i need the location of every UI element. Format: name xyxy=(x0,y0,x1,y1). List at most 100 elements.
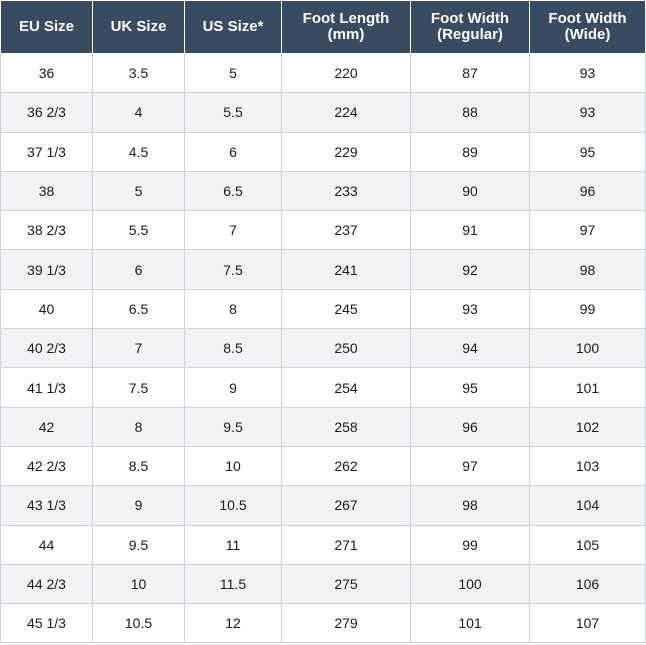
cell-us-size: 6 xyxy=(184,131,282,172)
table-header: EU Size UK Size US Size* Foot Length (mm)… xyxy=(0,0,646,54)
cell-uk-size: 5 xyxy=(92,170,185,212)
cell-eu-size: 45 1/3 xyxy=(0,603,93,644)
header-text: US Size* xyxy=(202,18,264,35)
table-row: 42 8 9.5 258 96 102 xyxy=(0,406,646,447)
header-subtext: (Regular) xyxy=(437,26,503,43)
table-row: 42 2/3 8.5 10 262 97 103 xyxy=(0,445,646,487)
table-row: 45 1/3 10.5 12 279 101 107 xyxy=(0,603,646,644)
cell-eu-size: 40 2/3 xyxy=(0,328,93,369)
cell-foot-width-regular: 100 xyxy=(410,563,530,605)
cell-foot-length: 241 xyxy=(281,249,411,290)
cell-us-size: 12 xyxy=(184,603,282,644)
table-row: 38 2/3 5.5 7 237 91 97 xyxy=(0,210,646,251)
cell-foot-width-wide: 107 xyxy=(529,603,646,644)
cell-eu-size: 36 2/3 xyxy=(0,92,93,133)
cell-foot-width-regular: 97 xyxy=(410,445,530,487)
header-text: Foot Width xyxy=(548,10,627,27)
cell-foot-width-regular: 98 xyxy=(410,485,530,526)
cell-foot-length: 267 xyxy=(281,485,411,526)
cell-uk-size: 4.5 xyxy=(92,131,185,172)
cell-uk-size: 9.5 xyxy=(92,524,185,565)
header-uk-size: UK Size xyxy=(92,0,185,54)
cell-uk-size: 6 xyxy=(92,249,185,290)
cell-foot-width-wide: 96 xyxy=(529,170,646,212)
cell-foot-width-wide: 102 xyxy=(529,406,646,447)
cell-foot-length: 279 xyxy=(281,603,411,644)
cell-us-size: 5.5 xyxy=(184,92,282,133)
cell-foot-length: 233 xyxy=(281,170,411,212)
cell-us-size: 11.5 xyxy=(184,563,282,605)
cell-eu-size: 37 1/3 xyxy=(0,131,93,172)
cell-eu-size: 41 1/3 xyxy=(0,367,93,408)
cell-foot-length: 220 xyxy=(281,52,411,94)
cell-foot-width-wide: 99 xyxy=(529,288,646,330)
cell-eu-size: 43 1/3 xyxy=(0,485,93,526)
table-row: 36 2/3 4 5.5 224 88 93 xyxy=(0,92,646,133)
cell-eu-size: 42 xyxy=(0,406,93,447)
cell-uk-size: 8 xyxy=(92,406,185,447)
header-text: Foot Length xyxy=(302,10,390,27)
table-row: 39 1/3 6 7.5 241 92 98 xyxy=(0,249,646,290)
cell-foot-length: 237 xyxy=(281,210,411,251)
table-row: 40 2/3 7 8.5 250 94 100 xyxy=(0,328,646,369)
cell-foot-width-regular: 91 xyxy=(410,210,530,251)
cell-foot-width-wide: 93 xyxy=(529,92,646,133)
cell-uk-size: 9 xyxy=(92,485,185,526)
cell-eu-size: 42 2/3 xyxy=(0,445,93,487)
cell-foot-width-wide: 100 xyxy=(529,328,646,369)
cell-us-size: 10.5 xyxy=(184,485,282,526)
table-row: 36 3.5 5 220 87 93 xyxy=(0,52,646,94)
cell-us-size: 11 xyxy=(184,524,282,565)
cell-eu-size: 39 1/3 xyxy=(0,249,93,290)
cell-eu-size: 38 xyxy=(0,170,93,212)
cell-us-size: 8.5 xyxy=(184,328,282,369)
cell-eu-size: 36 xyxy=(0,52,93,94)
cell-foot-width-wide: 101 xyxy=(529,367,646,408)
cell-uk-size: 8.5 xyxy=(92,445,185,487)
cell-foot-width-wide: 105 xyxy=(529,524,646,565)
cell-foot-length: 275 xyxy=(281,563,411,605)
cell-foot-width-regular: 92 xyxy=(410,249,530,290)
cell-foot-width-wide: 98 xyxy=(529,249,646,290)
cell-foot-width-regular: 93 xyxy=(410,288,530,330)
header-eu-size: EU Size xyxy=(0,0,93,54)
header-text: Foot Width xyxy=(430,10,510,27)
cell-foot-width-wide: 93 xyxy=(529,52,646,94)
header-us-size: US Size* xyxy=(184,0,282,54)
cell-foot-length: 271 xyxy=(281,524,411,565)
cell-foot-length: 254 xyxy=(281,367,411,408)
cell-us-size: 7.5 xyxy=(184,249,282,290)
header-subtext: (mm) xyxy=(327,26,365,43)
header-row: EU Size UK Size US Size* Foot Length (mm)… xyxy=(0,0,646,54)
cell-eu-size: 40 xyxy=(0,288,93,330)
table-row: 44 9.5 11 271 99 105 xyxy=(0,524,646,565)
table-body: 36 3.5 5 220 87 93 36 2/3 4 5.5 224 88 93 37 1/3 4.5 6… xyxy=(0,52,646,644)
cell-foot-width-regular: 99 xyxy=(410,524,530,565)
cell-us-size: 9.5 xyxy=(184,406,282,447)
cell-uk-size: 6.5 xyxy=(92,288,185,330)
cell-uk-size: 3.5 xyxy=(92,52,185,94)
header-foot-width-regular: Foot Width (Regular) xyxy=(410,0,530,54)
cell-us-size: 10 xyxy=(184,445,282,487)
cell-foot-width-wide: 95 xyxy=(529,131,646,172)
table-row: 43 1/3 9 10.5 267 98 104 xyxy=(0,485,646,526)
cell-foot-width-wide: 106 xyxy=(529,563,646,605)
table-row: 40 6.5 8 245 93 99 xyxy=(0,288,646,330)
table-row: 44 2/3 10 11.5 275 100 106 xyxy=(0,563,646,605)
cell-uk-size: 10.5 xyxy=(92,603,185,644)
cell-us-size: 9 xyxy=(184,367,282,408)
cell-foot-width-regular: 87 xyxy=(410,52,530,94)
cell-foot-length: 250 xyxy=(281,328,411,369)
header-foot-width-wide: Foot Width (Wide) xyxy=(529,0,646,54)
cell-uk-size: 5.5 xyxy=(92,210,185,251)
cell-eu-size: 38 2/3 xyxy=(0,210,93,251)
cell-foot-width-regular: 101 xyxy=(410,603,530,644)
header-text: UK Size xyxy=(110,18,167,35)
cell-foot-length: 224 xyxy=(281,92,411,133)
cell-us-size: 7 xyxy=(184,210,282,251)
table-row: 41 1/3 7.5 9 254 95 101 xyxy=(0,367,646,408)
cell-foot-length: 245 xyxy=(281,288,411,330)
cell-foot-width-regular: 89 xyxy=(410,131,530,172)
header-subtext: (Wide) xyxy=(564,26,611,43)
